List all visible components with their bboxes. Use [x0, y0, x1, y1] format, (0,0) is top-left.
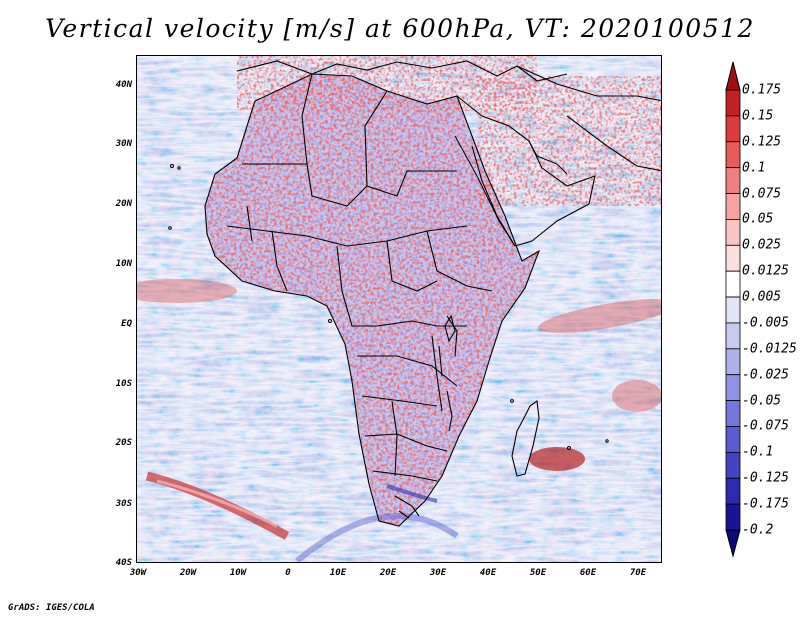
colorbar-segment [725, 89, 741, 117]
colorbar-level-label: -0.2 [742, 522, 774, 538]
colorbar-level-label: -0.005 [742, 315, 789, 331]
lat-label: 20N [115, 199, 132, 209]
colorbar-level-label: -0.0125 [742, 341, 797, 357]
lon-label: 20E [379, 568, 397, 578]
lon-label: 0 [285, 568, 291, 578]
colorbar [725, 62, 741, 558]
colorbar-level-label: 0.025 [742, 237, 782, 253]
colorbar-level-label: -0.125 [742, 470, 789, 486]
colorbar-segment [725, 477, 741, 505]
lon-label: 10W [229, 568, 247, 578]
vertical-velocity-field [137, 56, 661, 562]
colorbar-min-arrow [725, 529, 741, 558]
lat-label: 40N [115, 80, 132, 90]
colorbar-level-label: 0.175 [742, 82, 782, 98]
lat-label: 20S [115, 438, 132, 448]
lon-label: 20W [179, 568, 197, 578]
colorbar-level-label: 0.1 [742, 160, 766, 176]
colorbar-level-label: 0.075 [742, 186, 782, 202]
lon-label: 60E [579, 568, 597, 578]
grads-credit: GrADS: IGES/COLA [8, 603, 95, 613]
lon-label: 10E [329, 568, 347, 578]
lon-label: 50E [529, 568, 547, 578]
colorbar-level-label: -0.1 [742, 444, 774, 460]
lat-label: EQ [121, 319, 132, 329]
colorbar-level-label: 0.05 [742, 211, 774, 227]
colorbar-max-arrow [725, 62, 741, 91]
lon-label: 70E [629, 568, 647, 578]
colorbar-level-label: -0.075 [742, 418, 789, 434]
colorbar-segment [725, 115, 741, 143]
colorbar-segment [725, 426, 741, 453]
colorbar-segment [725, 400, 741, 427]
colorbar-level-label: 0.125 [742, 134, 782, 150]
lon-label: 40E [479, 568, 497, 578]
colorbar-level-label: 0.005 [742, 289, 782, 305]
lon-label: 30E [429, 568, 447, 578]
lat-label: 30S [115, 499, 132, 509]
colorbar-segment [725, 219, 741, 246]
colorbar-segment [725, 503, 741, 531]
colorbar-segment [725, 167, 741, 194]
lat-label: 10S [115, 379, 132, 389]
lat-label: 10N [115, 259, 132, 269]
colorbar-segment [725, 141, 741, 169]
map-plot-area [136, 55, 662, 563]
colorbar-segment [725, 270, 741, 298]
colorbar-level-label: 0.15 [742, 108, 774, 124]
lon-label: 30W [129, 568, 147, 578]
colorbar-segment [725, 322, 741, 350]
lat-label: 40S [115, 558, 132, 568]
colorbar-level-label: -0.05 [742, 393, 782, 409]
colorbar-segment [725, 193, 741, 220]
colorbar-segment [725, 244, 741, 272]
colorbar-segment [725, 296, 741, 324]
lat-label: 30N [115, 139, 132, 149]
colorbar-level-label: -0.025 [742, 367, 789, 383]
colorbar-segment [725, 451, 741, 479]
colorbar-segment [725, 348, 741, 376]
colorbar-level-label: 0.0125 [742, 263, 789, 279]
chart-title: Vertical velocity [m/s] at 600hPa, VT: 2… [45, 14, 755, 43]
colorbar-level-label: -0.175 [742, 496, 789, 512]
colorbar-segment [725, 374, 741, 401]
